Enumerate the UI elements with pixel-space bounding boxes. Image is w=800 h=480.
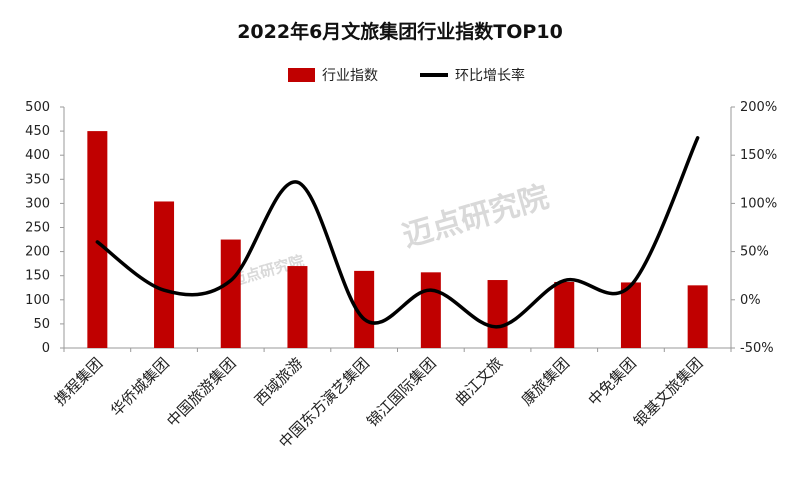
bar [221, 240, 241, 348]
y-left-tick-label: 300 [25, 196, 50, 211]
bar [287, 266, 307, 348]
y-right-tick-label: 150% [740, 148, 777, 163]
bar [154, 201, 174, 348]
bars [87, 131, 707, 348]
y-left-tick-label: 500 [25, 100, 50, 115]
y-left-tick-label: 150 [25, 269, 50, 284]
y-left-tick-label: 200 [25, 245, 50, 260]
y-left-tick-label: 0 [42, 341, 50, 356]
y-left-tick-label: 50 [33, 317, 50, 332]
y-left-tick-label: 250 [25, 221, 50, 236]
bar [87, 131, 107, 348]
legend: 行业指数 环比增长率 [288, 67, 525, 84]
line-series [97, 138, 698, 327]
bar [488, 280, 508, 348]
y-right-tick-label: 50% [740, 245, 769, 260]
category-label: 锦江国际集团 [363, 354, 439, 430]
category-label: 华侨城集团 [107, 354, 173, 420]
y-left-tick-label: 100 [25, 293, 50, 308]
growth-rate-line [97, 138, 697, 327]
y-left-tick-label: 350 [25, 172, 50, 187]
category-label: 中免集团 [585, 354, 640, 409]
category-label: 银基文旅集团 [630, 354, 706, 430]
legend-label-bar: 行业指数 [322, 68, 378, 84]
legend-label-line: 环比增长率 [455, 67, 525, 84]
category-label: 康旅集团 [518, 354, 573, 409]
category-label: 中国旅游集团 [163, 354, 239, 430]
y-right-tick-label: 0% [740, 293, 761, 308]
watermark-text: 迈点研究院 [399, 179, 553, 254]
bar [421, 272, 441, 348]
category-label: 曲江文旅 [451, 354, 506, 409]
category-labels: 携程集团华侨城集团中国旅游集团西域旅游中国东方演艺集团锦江国际集团曲江文旅康旅集… [51, 354, 706, 452]
y-left-tick-label: 400 [25, 148, 50, 163]
category-label: 西域旅游 [251, 354, 306, 409]
y-right-tick-label: 100% [740, 196, 777, 211]
bar [554, 282, 574, 348]
y-left-tick-label: 450 [25, 124, 50, 139]
chart-title: 2022年6月文旅集团行业指数TOP10 [237, 20, 563, 43]
legend-swatch-bar [288, 68, 315, 82]
y-right-tick-label: -50% [740, 341, 774, 356]
y-right-tick-label: 200% [740, 100, 777, 115]
category-label: 携程集团 [51, 354, 106, 409]
bar [688, 285, 708, 348]
